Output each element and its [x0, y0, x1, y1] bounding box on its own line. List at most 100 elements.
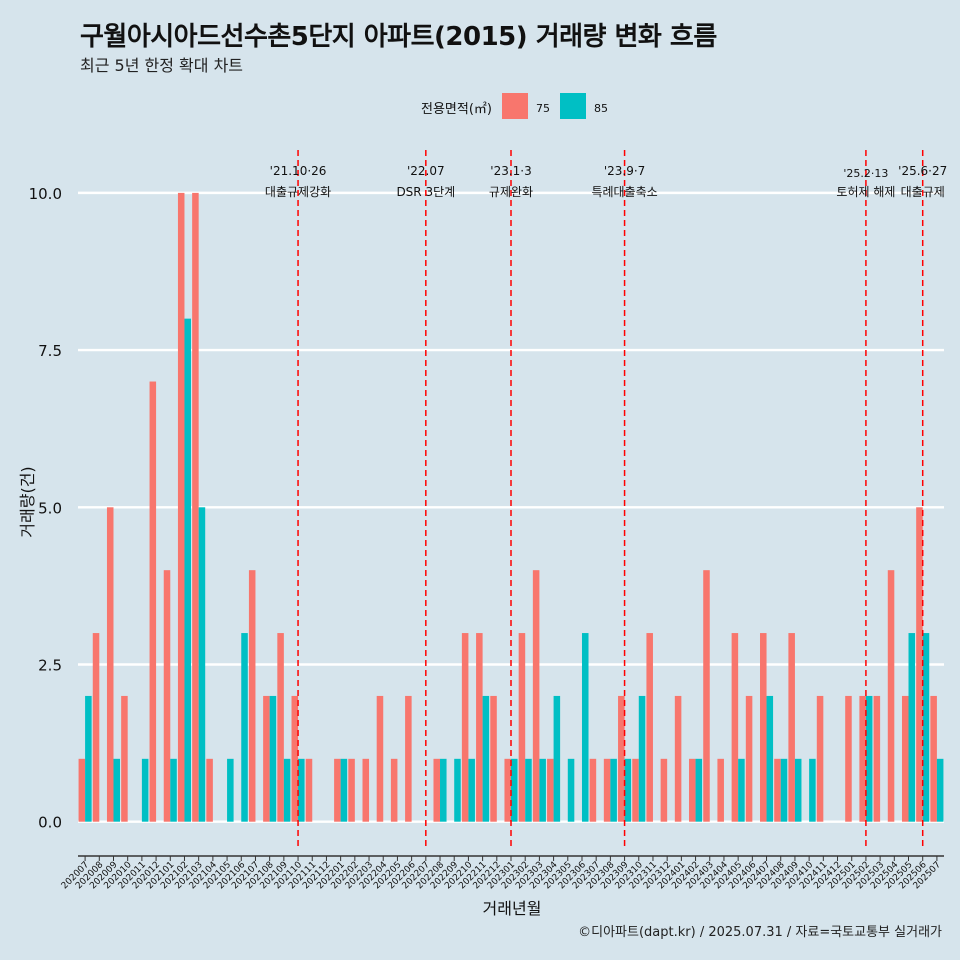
y-tick-label: 5.0 — [38, 499, 62, 517]
bar-75-202110 — [291, 695, 299, 822]
bar-85-202103 — [198, 507, 206, 822]
bar-85-202009 — [113, 758, 121, 822]
event-date: '21.10·26 — [270, 164, 327, 178]
bar-75-202502 — [859, 695, 866, 822]
bar-75-202007 — [78, 758, 86, 822]
bar-85-202305 — [567, 758, 575, 822]
bar-75-202211 — [476, 633, 483, 822]
legend-label-85: 85 — [594, 102, 608, 115]
bar-75-202402 — [689, 758, 696, 822]
bar-75-202408 — [774, 758, 781, 822]
event-date: '22.07 — [407, 164, 445, 178]
bar-75-202309 — [618, 695, 625, 822]
bar-85-202011 — [141, 758, 149, 822]
bar-85-202309 — [624, 758, 632, 822]
legend: 전용면적(㎡) 75 85 — [421, 93, 608, 119]
bar-75-202108 — [263, 695, 270, 822]
bar-75-202504 — [887, 570, 895, 822]
bar-75-202403 — [703, 570, 710, 822]
bar-85-202302 — [525, 758, 532, 822]
legend-swatch-85 — [560, 93, 586, 119]
y-tick-label: 2.5 — [38, 656, 62, 674]
bar-85-202106 — [241, 633, 248, 822]
bar-85-202407 — [766, 695, 774, 822]
y-axis-title: 거래량(건) — [18, 466, 37, 537]
bar-75-202204 — [376, 695, 384, 822]
bar-75-202303 — [532, 570, 540, 822]
bar-85-202310 — [638, 695, 646, 822]
bar-75-202307 — [589, 758, 597, 822]
bar-75-202212 — [490, 695, 497, 822]
bar-85-202105 — [227, 758, 234, 822]
chart-subtitle: 최근 5년 한정 확대 차트 — [80, 56, 244, 75]
bar-75-202404 — [717, 758, 724, 822]
bar-75-202104 — [206, 758, 213, 822]
bar-85-202208 — [440, 758, 447, 822]
bar-75-202203 — [362, 758, 370, 822]
event-label: 토허제 해제 — [836, 185, 895, 199]
bar-85-202007 — [85, 695, 92, 822]
bar-75-202107 — [248, 570, 256, 822]
bar-75-202312 — [660, 758, 668, 822]
bar-75-202405 — [731, 633, 739, 822]
y-tick-label: 0.0 — [38, 814, 62, 832]
bar-75-202411 — [816, 695, 824, 822]
bar-85-202308 — [610, 758, 617, 822]
bar-85-202507 — [936, 758, 944, 822]
bar-75-202507 — [930, 695, 937, 822]
bar-85-202506 — [922, 633, 930, 822]
y-tick-label: 7.5 — [38, 342, 62, 360]
bar-75-202103 — [192, 192, 199, 822]
source-credit: ©디아파트(dapt.kr) / 2025.07.31 / 자료=국토교통부 실… — [578, 925, 942, 940]
bar-85-202301 — [511, 758, 518, 822]
bar-75-202111 — [305, 758, 313, 822]
bar-85-202211 — [482, 695, 490, 822]
bar-85-202209 — [454, 758, 461, 822]
bar-75-202406 — [745, 695, 753, 822]
bar-75-202302 — [518, 633, 526, 822]
legend-title: 전용면적(㎡) — [421, 102, 492, 117]
bar-75-202109 — [277, 633, 284, 822]
bar-85-202101 — [170, 758, 177, 822]
bar-85-202304 — [553, 695, 561, 822]
event-label: 대출규제강화 — [265, 185, 331, 199]
event-label: 대출규제 — [901, 185, 945, 199]
legend-label-75: 75 — [536, 102, 550, 115]
y-tick-label: 10.0 — [29, 185, 62, 203]
event-label: 특례대출축소 — [591, 185, 657, 199]
bar-85-202102 — [184, 318, 192, 822]
bar-75-202310 — [632, 758, 639, 822]
bar-85-202303 — [539, 758, 546, 822]
bar-85-202110 — [298, 758, 305, 822]
bar-75-202012 — [149, 381, 157, 822]
bar-85-202108 — [269, 695, 277, 822]
bar-75-202505 — [901, 695, 909, 822]
bar-85-202210 — [468, 758, 475, 822]
bar-75-202101 — [163, 570, 171, 822]
bar-75-202311 — [646, 633, 653, 822]
bar-75-202208 — [433, 758, 441, 822]
bar-75-202301 — [504, 758, 511, 822]
bar-85-202410 — [809, 758, 816, 822]
bar-85-202405 — [738, 758, 745, 822]
legend-swatch-75 — [502, 93, 528, 119]
event-label: 규제완화 — [489, 185, 533, 199]
bar-75-202102 — [177, 192, 185, 822]
chart-title: 구월아시아드선수촌5단지 아파트(2015) 거래량 변화 흐름 — [80, 22, 717, 52]
bar-75-202401 — [674, 695, 682, 822]
bar-75-202409 — [788, 633, 795, 822]
event-date: '25.2·13 — [843, 167, 888, 180]
bar-75-202009 — [106, 507, 114, 822]
bar-85-202201 — [340, 758, 348, 822]
bar-85-202505 — [908, 633, 916, 822]
event-date: '23.1·3 — [490, 164, 531, 178]
bar-85-202402 — [695, 758, 703, 822]
bar-75-202304 — [547, 758, 554, 822]
bar-75-202201 — [334, 758, 341, 822]
bar-75-202008 — [92, 633, 100, 822]
bar-75-202506 — [916, 507, 923, 822]
bar-75-202308 — [603, 758, 611, 822]
bar-85-202408 — [780, 758, 788, 822]
bar-75-202205 — [390, 758, 398, 822]
